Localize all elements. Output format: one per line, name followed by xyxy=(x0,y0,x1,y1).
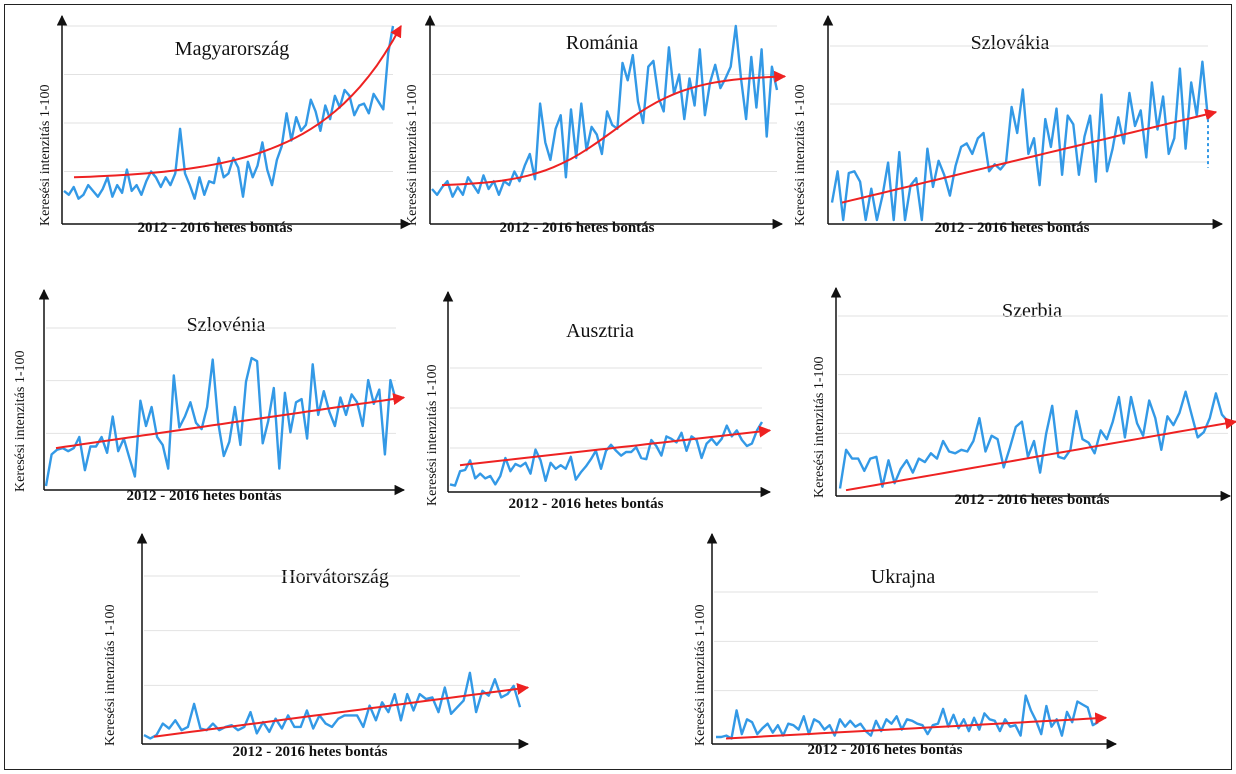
trend-line xyxy=(55,393,406,450)
chart-panel-5 xyxy=(442,290,772,498)
chart-panel-6 xyxy=(830,286,1236,502)
chart-panel-7 xyxy=(136,532,530,750)
trend-line xyxy=(845,417,1236,492)
chart-title: Szlovákia xyxy=(970,32,1050,54)
series-line xyxy=(830,60,1210,222)
figure-frame xyxy=(4,4,1232,770)
chart-title: Ausztria xyxy=(566,320,634,342)
chart-panel-3 xyxy=(822,14,1224,230)
chart-panel-1 xyxy=(56,14,412,230)
chart-panel-2 xyxy=(424,14,787,230)
series-line xyxy=(431,24,779,198)
series-line xyxy=(143,671,522,740)
series-line xyxy=(449,421,764,487)
series-line xyxy=(716,694,1099,740)
series-line xyxy=(44,356,398,487)
chart-title: Szlovénia xyxy=(186,314,266,336)
trend-line xyxy=(459,425,772,467)
chart-panel-4 xyxy=(38,288,406,496)
trend-line xyxy=(441,70,787,187)
trend-line xyxy=(153,683,530,738)
x-axis-label: 2012 - 2016 hetes bontás xyxy=(508,496,664,512)
x-axis-label: 2012 - 2016 hetes bontás xyxy=(807,742,963,758)
x-axis-label: 2012 - 2016 hetes bontás xyxy=(232,744,388,760)
series-line xyxy=(838,390,1229,489)
series-line xyxy=(63,25,395,200)
chart-title: Magyarország xyxy=(174,38,290,60)
chart-title: Horvátország xyxy=(281,566,389,588)
chart-panel-8 xyxy=(706,532,1118,750)
chart-title: Ukrajna xyxy=(870,566,936,588)
trend-line xyxy=(841,108,1218,204)
trend-line xyxy=(73,24,402,179)
trend-line xyxy=(725,712,1108,740)
chart-title: Románia xyxy=(565,32,639,54)
x-axis-label: 2012 - 2016 hetes bontás xyxy=(126,488,282,504)
